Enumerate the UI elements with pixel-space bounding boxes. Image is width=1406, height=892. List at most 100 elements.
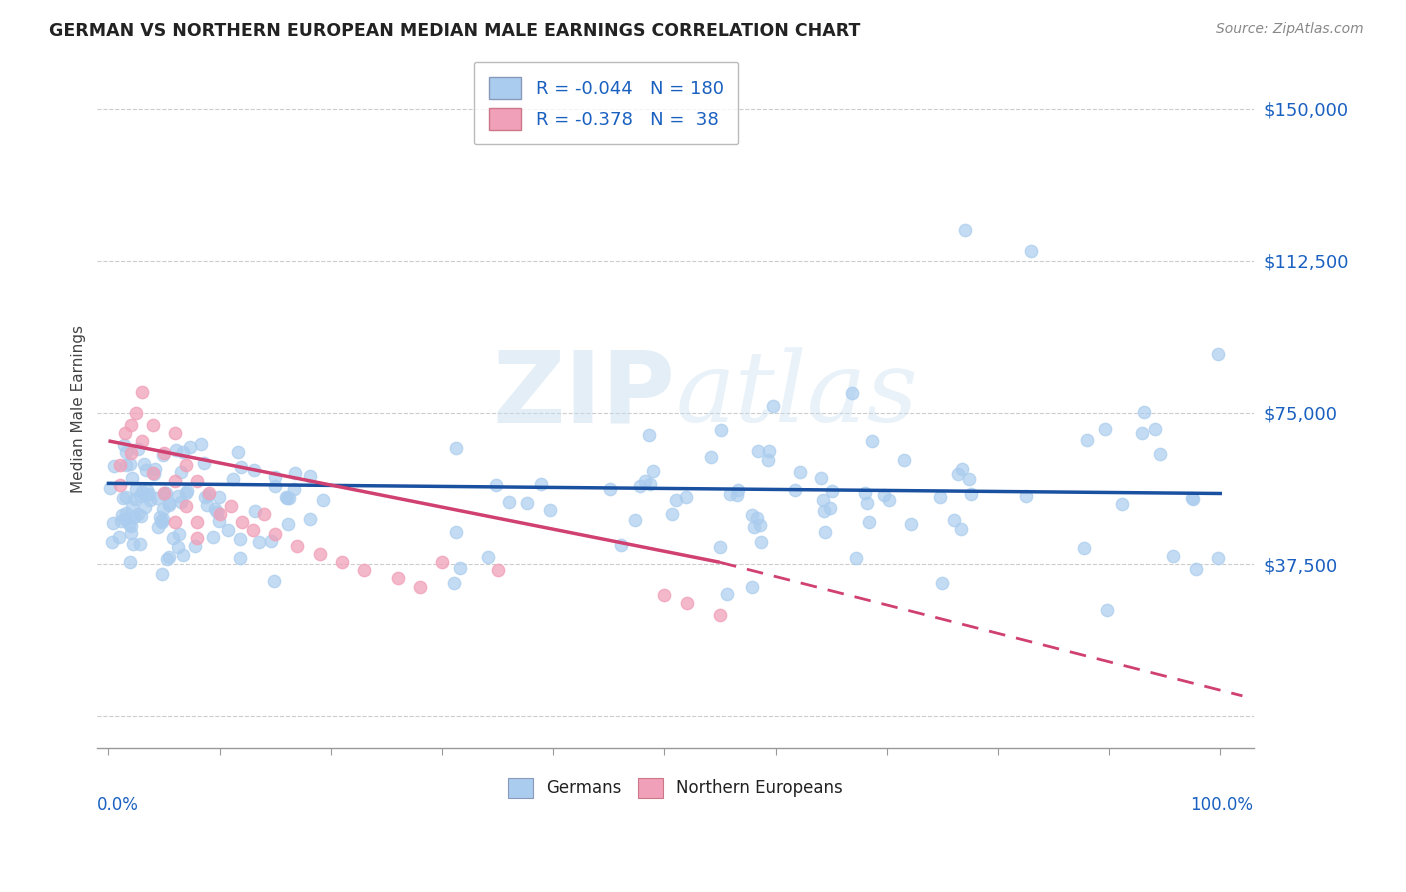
Point — [630, 478, 652, 492]
Point — [299, 512, 322, 526]
Point — [1019, 244, 1042, 258]
Point — [184, 539, 207, 553]
Point — [120, 525, 142, 540]
Point — [108, 458, 131, 472]
Point — [149, 510, 172, 524]
Point — [195, 498, 218, 512]
Point — [208, 507, 231, 521]
Point — [207, 505, 229, 519]
Point — [152, 515, 174, 529]
Point — [1144, 422, 1167, 436]
Point — [208, 491, 231, 505]
Text: atlas: atlas — [675, 347, 918, 442]
Point — [853, 486, 876, 500]
Point — [284, 466, 307, 480]
Point — [953, 223, 976, 237]
Point — [131, 484, 153, 499]
Point — [131, 434, 153, 448]
Point — [599, 482, 621, 496]
Point — [174, 458, 197, 472]
Point — [134, 500, 156, 515]
Point — [243, 463, 266, 477]
Point — [813, 492, 835, 507]
Point — [127, 508, 149, 522]
Point — [121, 500, 143, 514]
Point — [115, 490, 138, 504]
Point — [957, 472, 980, 486]
Point — [193, 456, 215, 470]
Point — [165, 425, 187, 440]
Point — [150, 567, 173, 582]
Point — [118, 457, 141, 471]
Point — [103, 458, 125, 473]
Point — [516, 495, 538, 509]
Point — [716, 587, 738, 601]
Point — [194, 490, 217, 504]
Point — [710, 423, 733, 437]
Point — [108, 530, 131, 544]
Point — [139, 493, 162, 508]
Point — [538, 503, 561, 517]
Point — [959, 486, 981, 500]
Point — [638, 476, 661, 491]
Point — [152, 501, 174, 516]
Point — [1206, 550, 1229, 565]
Point — [942, 513, 965, 527]
Point — [222, 472, 245, 486]
Point — [165, 515, 187, 529]
Point — [157, 498, 180, 512]
Point — [443, 576, 465, 591]
Point — [204, 501, 226, 516]
Point — [186, 475, 208, 489]
Point — [121, 537, 143, 551]
Point — [756, 452, 779, 467]
Point — [202, 530, 225, 544]
Text: GERMAN VS NORTHERN EUROPEAN MEDIAN MALE EARNINGS CORRELATION CHART: GERMAN VS NORTHERN EUROPEAN MEDIAN MALE … — [49, 22, 860, 40]
Point — [900, 516, 922, 531]
Point — [115, 506, 138, 520]
Point — [758, 443, 780, 458]
Point — [121, 471, 143, 485]
Point — [709, 607, 731, 622]
Point — [1161, 549, 1184, 563]
Point — [814, 525, 837, 540]
Point — [675, 490, 697, 504]
Point — [197, 488, 219, 502]
Point — [208, 514, 231, 528]
Point — [162, 531, 184, 545]
Point — [1206, 347, 1229, 361]
Point — [229, 551, 252, 566]
Point — [263, 470, 285, 484]
Point — [143, 462, 166, 476]
Point — [125, 405, 148, 419]
Point — [610, 538, 633, 552]
Point — [135, 488, 157, 502]
Text: 0.0%: 0.0% — [97, 796, 139, 814]
Point — [624, 513, 647, 527]
Point — [709, 540, 731, 554]
Point — [1185, 562, 1208, 576]
Point — [700, 450, 723, 464]
Point — [131, 385, 153, 400]
Point — [152, 448, 174, 462]
Point — [120, 417, 142, 432]
Point — [157, 549, 180, 564]
Point — [277, 517, 299, 532]
Point — [176, 484, 198, 499]
Point — [226, 445, 249, 459]
Point — [485, 478, 508, 492]
Point — [749, 518, 772, 533]
Point — [1111, 497, 1133, 511]
Point — [114, 445, 136, 459]
Point — [190, 437, 212, 451]
Point — [135, 463, 157, 477]
Point — [718, 487, 741, 501]
Point — [893, 453, 915, 467]
Point — [1076, 434, 1098, 448]
Point — [949, 522, 972, 536]
Point — [950, 461, 973, 475]
Point — [138, 486, 160, 500]
Point — [477, 550, 499, 565]
Point — [929, 490, 952, 504]
Point — [219, 499, 242, 513]
